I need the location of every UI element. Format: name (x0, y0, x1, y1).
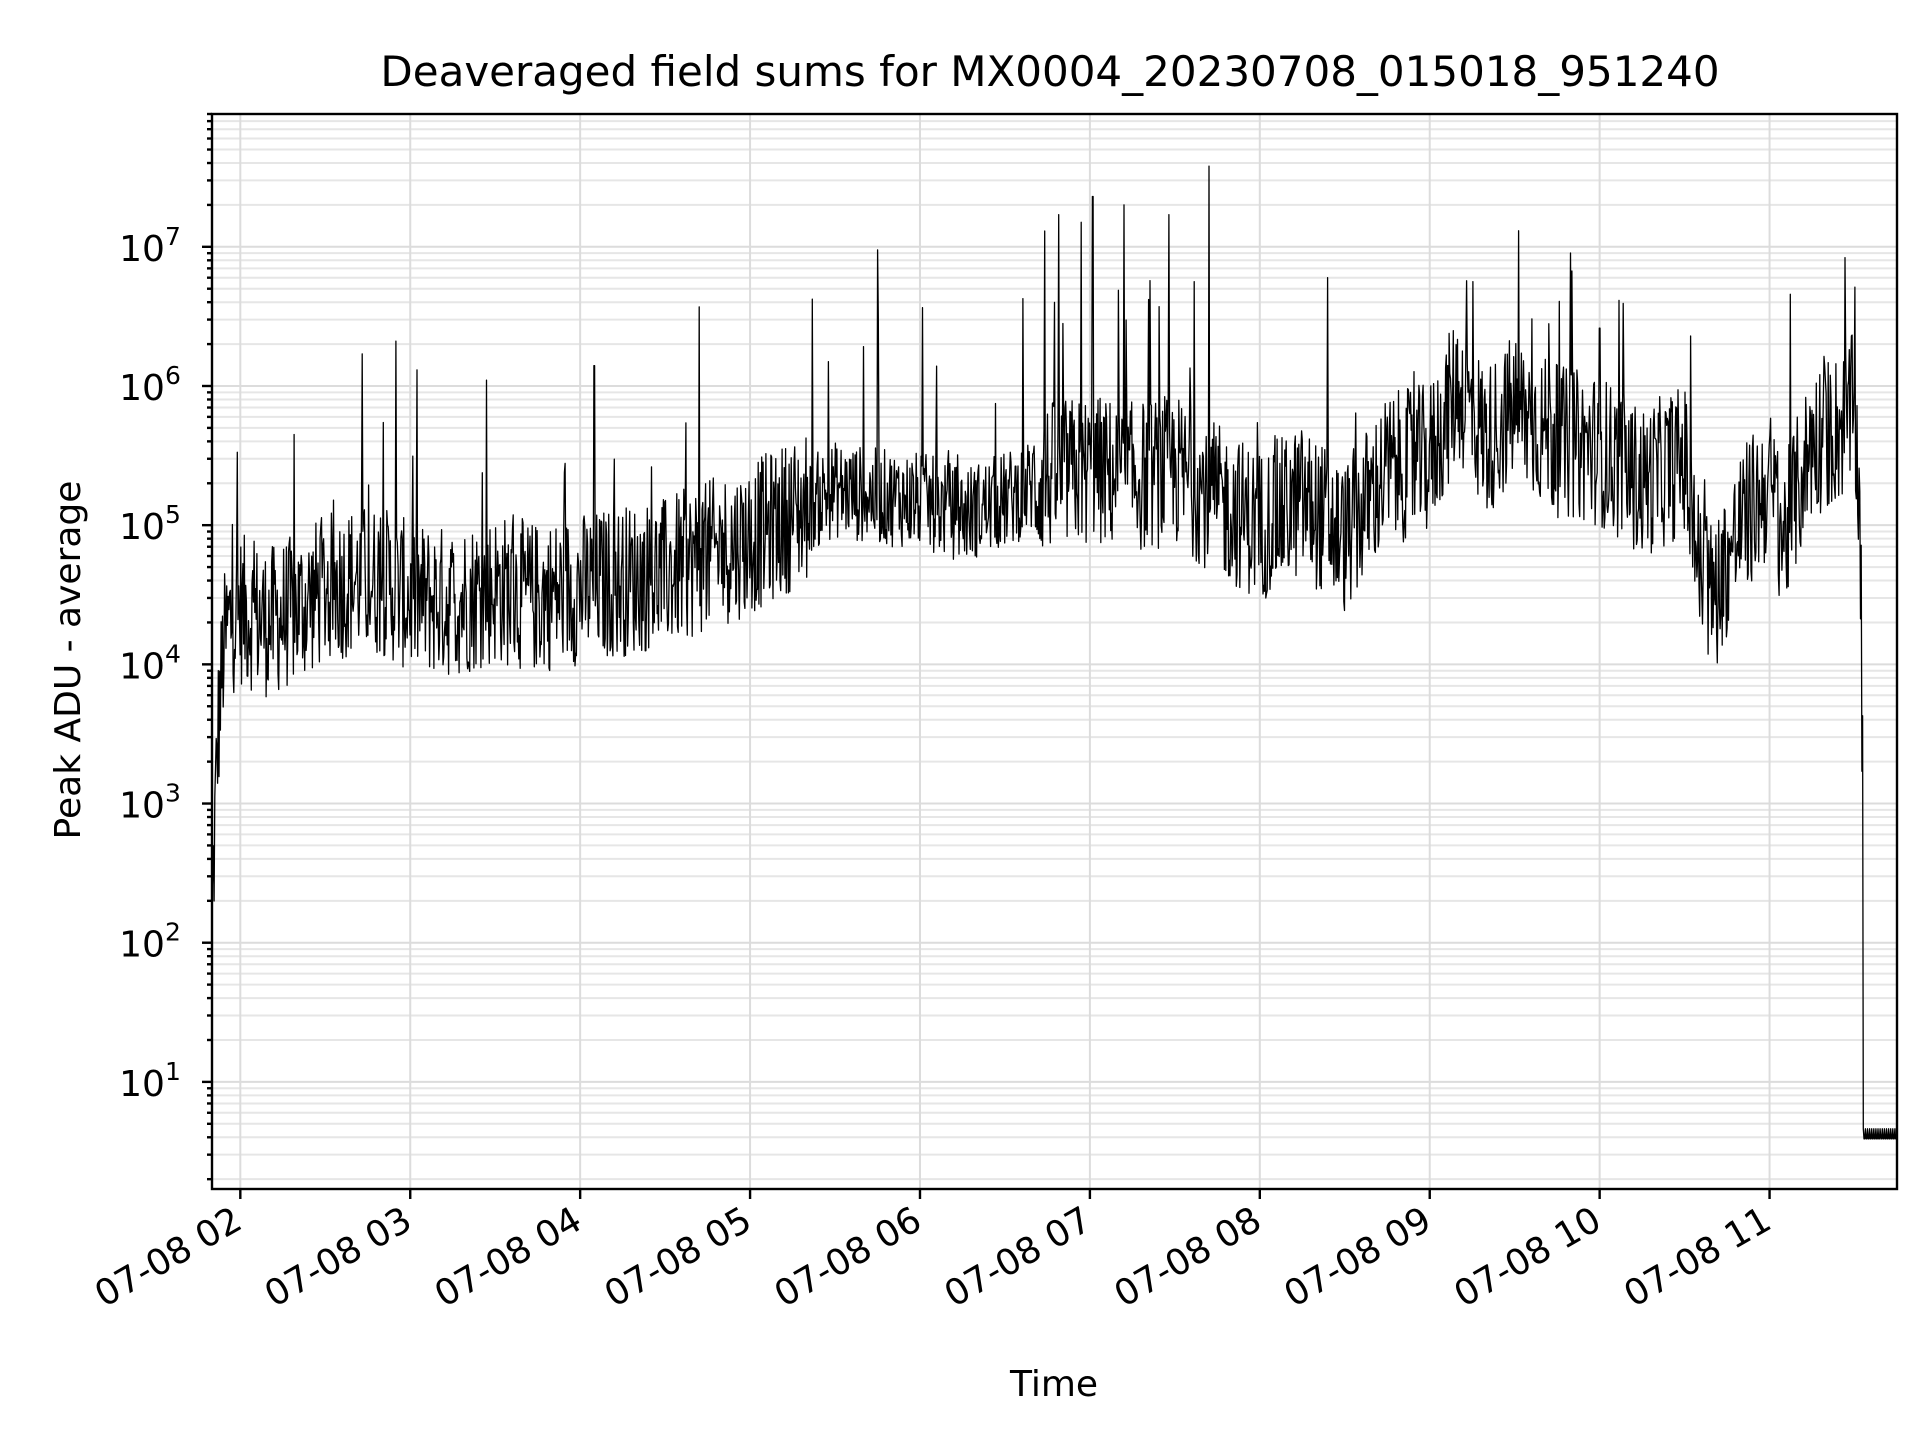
x-axis: 07-08 02 07-08 03 07-08 04 07-08 05 07-08 06… (88, 1189, 1778, 1316)
axes-frame (210, 112, 1899, 1191)
y-tick-label: 105 (119, 500, 181, 548)
x-tick-label: 07-08 04 (428, 1199, 589, 1315)
y-tick-label: 104 (119, 639, 181, 687)
x-tick-label: 07-08 10 (1447, 1199, 1608, 1315)
y-tick-label: 103 (119, 779, 181, 827)
x-axis-label: Time (1009, 1364, 1098, 1405)
x-tick-label: 07-08 05 (598, 1199, 759, 1315)
x-tick-label: 07-08 02 (88, 1199, 249, 1315)
plot-area (211, 165, 1898, 1140)
x-tick-label: 07-08 11 (1617, 1199, 1778, 1315)
x-tick-label: 07-08 07 (938, 1199, 1099, 1315)
series-line (211, 165, 1898, 1140)
x-tick-label: 07-08 09 (1278, 1199, 1439, 1315)
y-axis: 101 102 103 104 105 106 107 (119, 112, 212, 1181)
y-tick-label: 102 (119, 918, 181, 966)
x-tick-label: 07-08 08 (1108, 1199, 1269, 1315)
x-tick-label: 07-08 06 (768, 1199, 929, 1315)
x-tick-label: 07-08 03 (258, 1199, 419, 1315)
y-tick-label: 101 (119, 1057, 181, 1105)
y-tick-label: 106 (119, 361, 181, 409)
chart-title: Deaveraged field sums for MX0004_2023070… (380, 47, 1719, 96)
grid (212, 113, 1897, 1189)
y-axis-label: Peak ADU - average (48, 481, 89, 840)
y-tick-label: 107 (119, 222, 181, 270)
